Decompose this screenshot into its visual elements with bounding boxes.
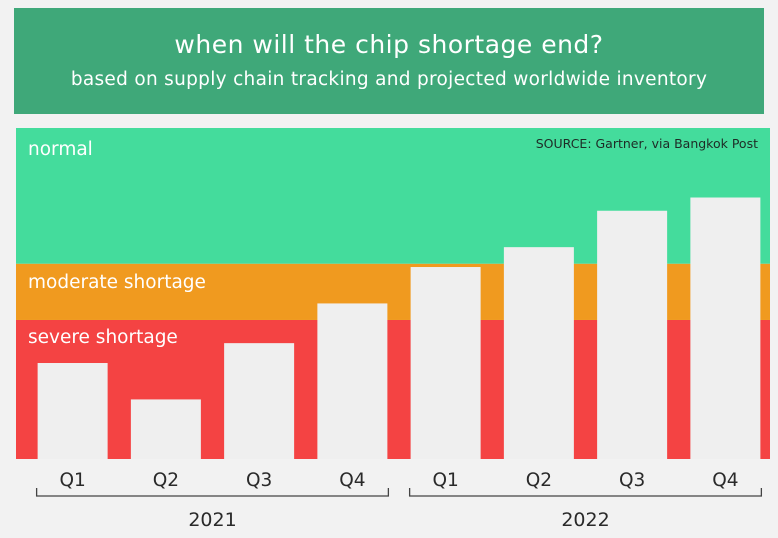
band-label-severe-shortage: severe shortage xyxy=(28,327,178,348)
x-tick-label: Q4 xyxy=(339,470,365,491)
bar xyxy=(317,303,388,459)
bar xyxy=(690,197,761,459)
x-tick-label: Q2 xyxy=(153,470,179,491)
source-note: SOURCE: Gartner, via Bangkok Post xyxy=(536,136,758,151)
chart-title: when will the chip shortage end? xyxy=(174,30,604,59)
x-tick-label: Q1 xyxy=(59,470,85,491)
bar xyxy=(597,210,668,459)
bars xyxy=(37,197,761,459)
x-tick-labels: Q1 Q2 Q3 Q4 Q1 Q2 Q3 Q4 xyxy=(59,470,738,491)
year-brackets: 2021 2022 xyxy=(35,488,763,531)
year-bracket xyxy=(35,488,390,497)
bar xyxy=(224,343,295,459)
year-label: 2022 xyxy=(561,509,609,531)
chart-subtitle: based on supply chain tracking and proje… xyxy=(70,69,708,90)
band-label-moderate-shortage: moderate shortage xyxy=(28,272,206,293)
year-bracket xyxy=(408,488,763,497)
year-label: 2021 xyxy=(188,509,236,531)
x-tick-label: Q1 xyxy=(432,470,458,491)
bar xyxy=(37,363,108,459)
band-label-normal: normal xyxy=(28,139,93,160)
x-tick-label: Q2 xyxy=(526,470,552,491)
x-tick-label: Q3 xyxy=(246,470,272,491)
bar xyxy=(130,399,201,459)
bar xyxy=(410,267,481,459)
chart-header: when will the chip shortage end? based o… xyxy=(14,8,764,114)
x-tick-label: Q3 xyxy=(619,470,645,491)
bar xyxy=(503,247,574,459)
x-tick-label: Q4 xyxy=(712,470,738,491)
